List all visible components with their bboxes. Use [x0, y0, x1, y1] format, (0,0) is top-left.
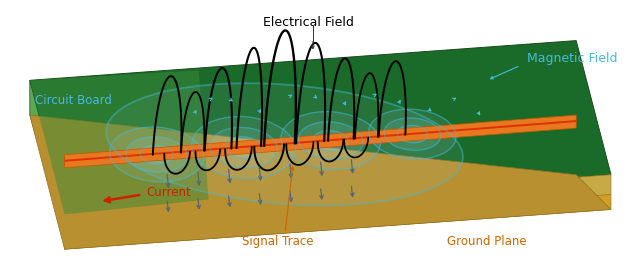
Text: Signal Trace: Signal Trace [243, 235, 314, 248]
Polygon shape [65, 195, 611, 249]
Ellipse shape [298, 122, 363, 159]
Ellipse shape [384, 118, 441, 150]
Ellipse shape [109, 127, 204, 182]
Text: Ground Plane: Ground Plane [447, 235, 527, 248]
Polygon shape [30, 80, 65, 234]
Ellipse shape [140, 145, 173, 164]
Ellipse shape [397, 125, 428, 143]
Polygon shape [65, 175, 611, 234]
Ellipse shape [313, 130, 348, 151]
Ellipse shape [369, 109, 456, 159]
Polygon shape [65, 120, 576, 162]
Ellipse shape [225, 137, 262, 158]
Ellipse shape [126, 137, 188, 172]
Polygon shape [30, 115, 611, 249]
Text: Magnetic Field: Magnetic Field [527, 52, 617, 65]
Ellipse shape [106, 83, 463, 205]
Text: Current: Current [146, 186, 191, 199]
Text: Circuit Board: Circuit Board [35, 94, 111, 107]
Polygon shape [30, 41, 611, 215]
Ellipse shape [281, 112, 380, 170]
Polygon shape [65, 115, 576, 168]
Text: Electrical Field: Electrical Field [262, 16, 353, 29]
Polygon shape [30, 70, 209, 215]
Ellipse shape [210, 127, 278, 168]
Ellipse shape [191, 117, 296, 179]
